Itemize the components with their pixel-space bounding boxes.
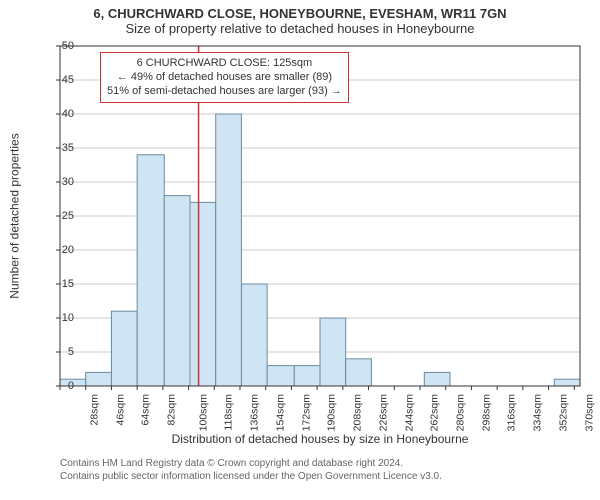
histogram-bar [424,372,450,386]
y-tick-label: 25 [44,210,74,222]
histogram-bar [164,196,190,386]
x-tick-label: 136sqm [249,394,261,431]
x-tick-label: 280sqm [454,394,466,431]
titles: 6, CHURCHWARD CLOSE, HONEYBOURNE, EVESHA… [0,0,600,36]
x-tick-label: 262sqm [429,394,441,431]
x-tick-label: 226sqm [377,394,389,431]
y-tick-label: 40 [44,108,74,120]
annotation-line-3: 51% of semi-detached houses are larger (… [107,85,342,99]
x-tick-label: 172sqm [300,394,312,431]
y-tick-label: 0 [44,380,74,392]
y-axis-label-text: Number of detached properties [8,133,22,298]
histogram-bar [241,284,267,386]
x-tick-label: 154sqm [274,394,286,431]
annotation-line-1: 6 CHURCHWARD CLOSE: 125sqm [107,57,342,71]
histogram-bar [190,202,216,386]
histogram-bar [554,379,580,386]
x-tick-label: 370sqm [583,394,595,431]
y-tick-label: 10 [44,312,74,324]
x-tick-label: 244sqm [403,394,415,431]
histogram-bar [111,311,137,386]
histogram-bar [320,318,346,386]
x-axis-label: Distribution of detached houses by size … [60,432,580,446]
chart-subtitle: Size of property relative to detached ho… [0,21,600,36]
histogram-bar [346,359,372,386]
x-tick-label: 316sqm [506,394,518,431]
x-tick-label: 46sqm [114,394,126,426]
histogram-bar [137,155,164,386]
x-tick-label: 82sqm [166,394,178,426]
footnote-line-1: Contains HM Land Registry data © Crown c… [60,458,580,471]
footnote: Contains HM Land Registry data © Crown c… [60,458,580,483]
histogram-bar [216,114,242,386]
x-tick-label: 100sqm [197,394,209,431]
x-tick-label: 208sqm [352,394,364,431]
x-tick-label: 28sqm [89,394,101,426]
x-tick-label: 334sqm [532,394,544,431]
x-tick-label: 352sqm [557,394,569,431]
y-tick-label: 30 [44,176,74,188]
x-tick-label: 64sqm [140,394,152,426]
chart-root: 6, CHURCHWARD CLOSE, HONEYBOURNE, EVESHA… [0,0,600,500]
histogram-bar [86,372,112,386]
y-tick-label: 50 [44,40,74,52]
annotation-line-2: ← 49% of detached houses are smaller (89… [107,71,342,85]
x-tick-label: 298sqm [480,394,492,431]
y-tick-label: 20 [44,244,74,256]
x-tick-label: 118sqm [222,394,234,431]
plot-area: 6 CHURCHWARD CLOSE: 125sqm ← 49% of deta… [60,46,580,386]
y-axis-label: Number of detached properties [6,46,24,386]
chart-title: 6, CHURCHWARD CLOSE, HONEYBOURNE, EVESHA… [0,6,600,21]
y-tick-label: 45 [44,74,74,86]
annotation-box: 6 CHURCHWARD CLOSE: 125sqm ← 49% of deta… [100,52,349,103]
y-tick-label: 15 [44,278,74,290]
histogram-bar [294,366,320,386]
histogram-bar [267,366,294,386]
y-tick-label: 5 [44,346,74,358]
y-tick-label: 35 [44,142,74,154]
x-tick-label: 190sqm [326,394,338,431]
footnote-line-2: Contains public sector information licen… [60,471,580,484]
